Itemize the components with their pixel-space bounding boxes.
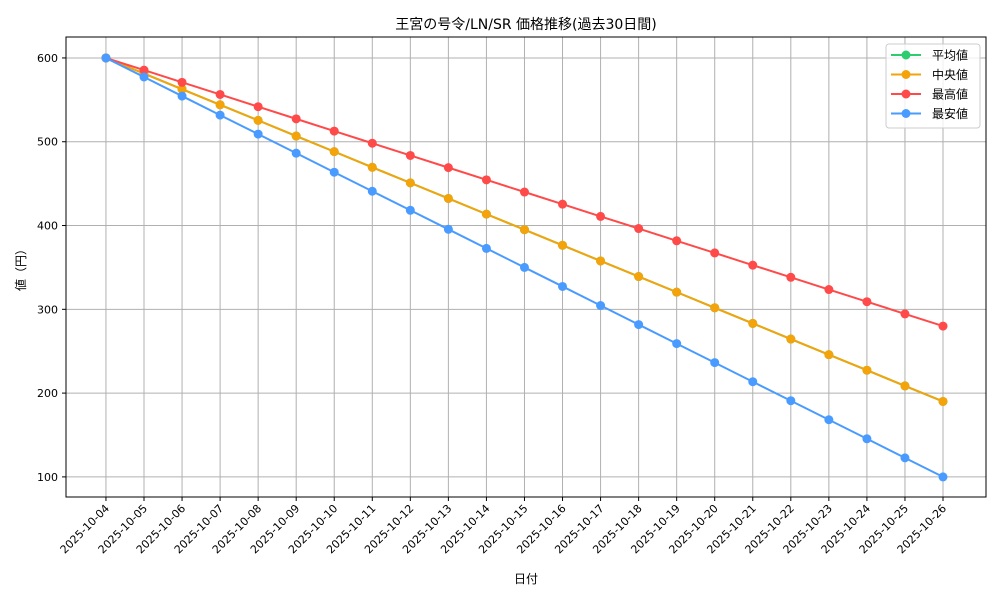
data-point xyxy=(938,396,948,406)
y-tick-label: 300 xyxy=(37,303,58,316)
data-point xyxy=(900,453,910,463)
data-point xyxy=(558,199,568,209)
data-point xyxy=(405,150,415,160)
data-point xyxy=(101,53,111,63)
data-point xyxy=(558,240,568,250)
data-point xyxy=(215,89,225,99)
plot-frame xyxy=(65,36,987,498)
series-最高値 xyxy=(101,53,948,331)
data-point xyxy=(824,350,834,360)
data-point xyxy=(177,91,187,101)
data-point xyxy=(938,472,948,482)
data-point xyxy=(367,138,377,148)
data-point xyxy=(253,102,263,112)
data-point xyxy=(405,205,415,215)
legend-marker xyxy=(901,70,911,79)
data-point xyxy=(329,126,339,136)
data-point xyxy=(139,65,149,75)
legend-marker xyxy=(901,109,911,118)
data-point xyxy=(900,381,910,391)
data-point xyxy=(481,243,491,253)
data-point xyxy=(748,377,758,387)
data-point xyxy=(748,260,758,270)
data-point xyxy=(481,175,491,185)
data-point xyxy=(710,303,720,313)
data-point xyxy=(291,131,301,141)
data-point xyxy=(824,285,834,295)
y-tick-label: 500 xyxy=(37,136,58,149)
data-point xyxy=(900,309,910,319)
y-tick-label: 400 xyxy=(37,220,58,233)
legend-label: 最高値 xyxy=(932,87,968,102)
data-point xyxy=(177,77,187,87)
data-point xyxy=(367,186,377,196)
data-point xyxy=(291,114,301,124)
legend-label: 平均値 xyxy=(932,48,968,63)
y-tick-label: 200 xyxy=(37,387,58,400)
data-point xyxy=(748,318,758,328)
data-point xyxy=(291,148,301,158)
legend-label: 最安値 xyxy=(932,106,968,121)
data-point xyxy=(519,225,529,235)
data-point xyxy=(596,256,606,266)
data-point xyxy=(443,224,453,234)
data-point xyxy=(443,163,453,173)
data-point xyxy=(862,434,872,444)
data-point xyxy=(596,301,606,311)
data-point xyxy=(786,272,796,282)
data-point xyxy=(481,209,491,219)
data-point xyxy=(177,84,187,94)
data-point xyxy=(710,248,720,258)
data-point xyxy=(215,100,225,110)
y-tick-label: 600 xyxy=(37,52,58,65)
data-point xyxy=(862,365,872,375)
data-point xyxy=(329,167,339,177)
data-point xyxy=(367,162,377,172)
data-point xyxy=(786,334,796,344)
y-axis: 100 200 300 400 500 600 xyxy=(37,52,66,484)
data-point xyxy=(634,320,644,330)
x-axis-label: 日付 xyxy=(514,572,538,586)
y-axis-label: 値（円） xyxy=(13,243,28,291)
legend-marker xyxy=(901,89,911,99)
legend-label: 中央値 xyxy=(932,67,968,82)
y-tick-label: 100 xyxy=(37,471,58,484)
data-point xyxy=(253,129,263,139)
data-point xyxy=(786,396,796,406)
data-point xyxy=(672,236,682,246)
data-point xyxy=(519,262,529,272)
chart-title: 王宮の号令/LN/SR 価格推移(過去30日間) xyxy=(395,17,657,33)
data-point xyxy=(519,187,529,197)
data-point xyxy=(405,178,415,188)
data-point xyxy=(596,211,606,221)
data-point xyxy=(634,224,644,234)
data-point xyxy=(824,415,834,425)
data-point xyxy=(938,321,948,331)
data-point xyxy=(253,115,263,125)
data-point xyxy=(139,72,149,82)
data-point xyxy=(215,110,225,120)
data-point xyxy=(672,287,682,297)
data-point xyxy=(634,272,644,282)
legend-marker xyxy=(901,50,911,60)
series-group xyxy=(101,53,948,482)
data-point xyxy=(672,339,682,349)
data-point xyxy=(558,281,568,291)
x-axis: 2025-10-042025-10-052025-10-062025-10-07… xyxy=(58,497,949,556)
data-point xyxy=(862,297,872,307)
series-最安値 xyxy=(101,53,948,482)
data-point xyxy=(329,147,339,157)
data-point xyxy=(710,358,720,368)
data-point xyxy=(443,193,453,203)
